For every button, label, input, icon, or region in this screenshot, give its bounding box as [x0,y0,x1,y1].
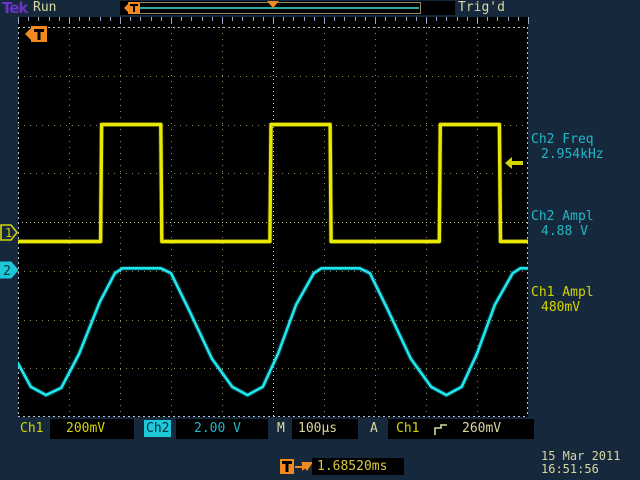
timebase-box[interactable] [292,419,358,439]
measurement-value: 2.954kHz [541,147,604,162]
trigger-position-box [312,458,404,475]
measurement-label: Ch1 Ampl [531,285,594,300]
run-state-label: Run [33,0,57,15]
measurement-value: 480mV [541,300,581,315]
ch1-scale-label[interactable]: Ch1 [20,421,44,436]
trigger-level-value: 260mV [462,421,502,436]
ch1-trace [18,122,528,244]
ch2-trace [18,265,528,398]
ch2-scale-value: 2.00 V [194,421,241,436]
measurement-item[interactable]: Ch2 Freq 2.954kHz [531,132,640,162]
ch1-position-marker[interactable]: 1 [0,224,18,241]
settings-bar: Ch1 200mV Ch2 2.00 V M 100µs A Ch1 260mV [0,419,640,441]
measurement-value: 4.88 V [541,224,588,239]
time-label: 16:51:56 [541,462,599,476]
trigger-box[interactable] [388,419,534,439]
measurement-item[interactable]: Ch1 Ampl 480mV [531,285,640,315]
date-label: 15 Mar 2011 [541,449,621,463]
ch2-position-marker[interactable]: 2 [0,261,18,279]
top-status-bar: Tek Run Trig'd [0,0,640,17]
trigger-source-label: Ch1 [396,421,420,436]
timebase-label[interactable]: M [277,421,285,436]
ch2-scale-box[interactable] [176,419,268,439]
record-length-bar [136,7,419,9]
down-triangle-icon [267,1,279,8]
down-triangle-icon [301,462,313,471]
trigger-position-value: 1.68520ms [317,459,388,474]
ch2-marker-label: 2 [3,264,11,279]
measurement-label: Ch2 Ampl [531,209,594,224]
timebase-value: 100µs [298,421,338,436]
trigger-state-label: Trig'd [458,0,505,15]
measurement-label: Ch2 Freq [531,132,594,147]
record-bracket-right [277,2,421,14]
ch1-scale-value: 200mV [66,421,106,436]
measurement-item[interactable]: Ch2 Ampl 4.88 V [531,209,640,239]
left-arrow-icon[interactable] [505,156,523,170]
tek-logo: Tek [2,0,28,17]
ch1-scale-box[interactable] [50,419,134,439]
trigger-t-icon [280,459,294,474]
trigger-prefix-label: A [370,421,378,436]
waveform-canvas [18,122,528,398]
ch1-marker-label: 1 [5,226,12,240]
ch2-scale-label[interactable]: Ch2 [144,420,172,437]
trigger-t-icon[interactable] [25,25,49,43]
graticule[interactable] [18,17,529,417]
rising-edge-icon [434,424,447,435]
trigger-t-icon [124,2,140,14]
measurement-panel: Ch2 Freq 2.954kHz Ch2 Ampl 4.88 V Ch1 Am… [531,17,640,417]
